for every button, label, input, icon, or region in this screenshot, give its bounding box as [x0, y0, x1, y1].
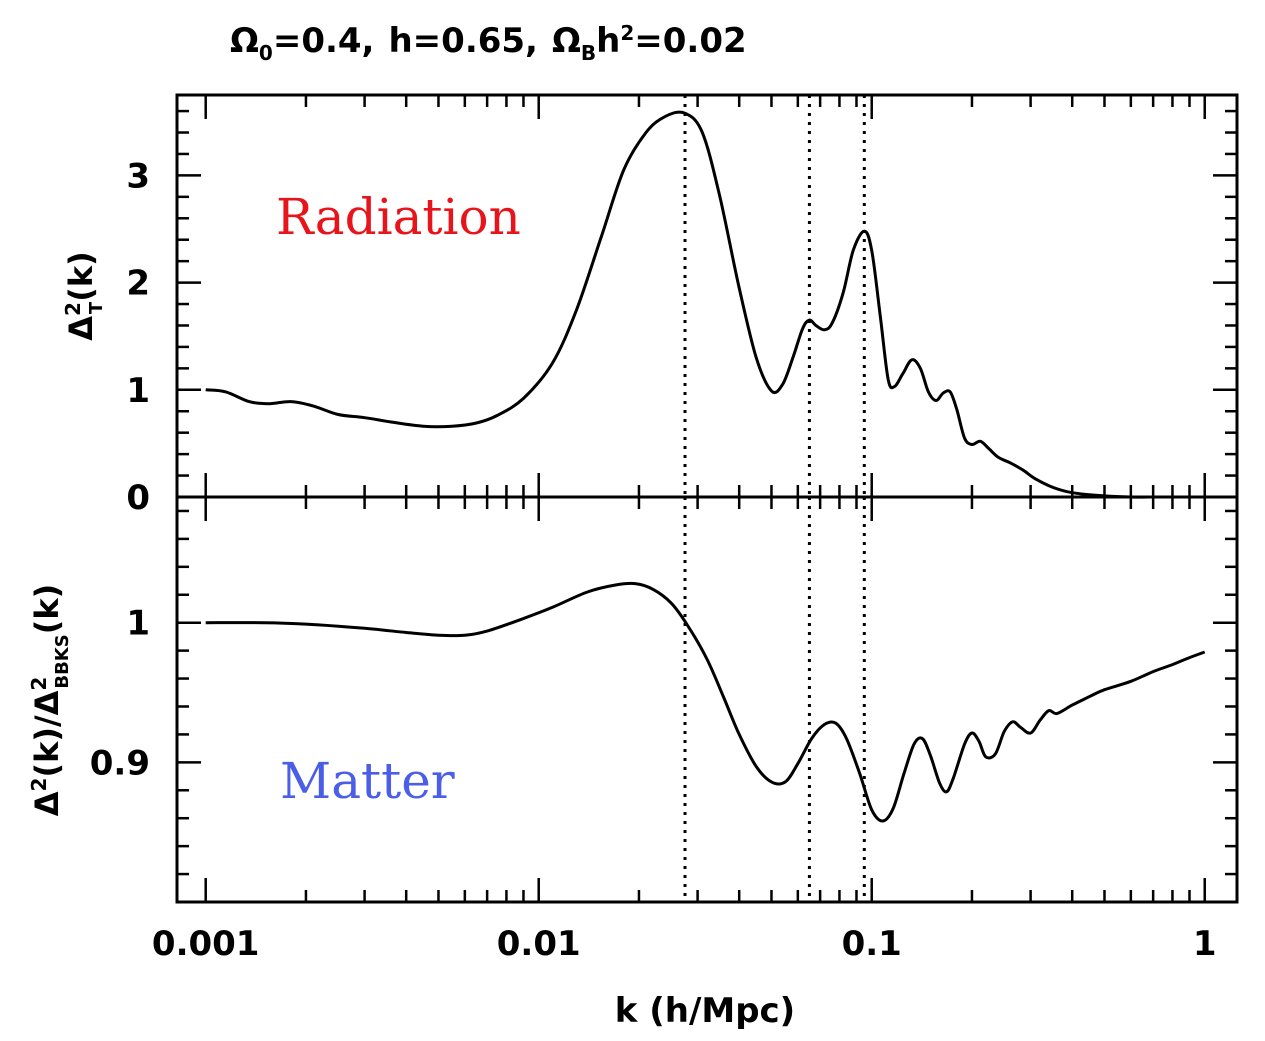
radiation-annotation: Radiation	[276, 188, 521, 246]
radiation-ylabel-sub: T	[86, 301, 107, 314]
radiation-ytick-label: 2	[126, 264, 150, 304]
matter-ylabel: Δ2(k)/Δ2BBKS(k)	[27, 584, 73, 816]
matter-reference-lines	[683, 497, 866, 902]
matter-ticks	[177, 497, 1237, 904]
matter-xtick-labels: 0.001 0.01 0.1 1	[152, 924, 1217, 964]
matter-ylabel-mid: (k)/	[28, 715, 66, 778]
radiation-ylabel-rest: (k)	[62, 251, 100, 302]
matter-ylabel-sup2: 2	[27, 677, 51, 691]
figure-title: Ω0=0.4, h=0.65, ΩBh2=0.02	[230, 21, 747, 65]
radiation-ytick-label: 0	[126, 478, 150, 518]
radiation-ytick-labels: 0 1 2 3	[126, 156, 150, 518]
title-omega0: Ω	[230, 21, 259, 61]
radiation-ytick-label: 3	[126, 156, 150, 196]
matter-ylabel-sup1: 2	[27, 778, 51, 792]
radiation-ylabel: Δ2T(k)	[61, 251, 107, 341]
matter-panel: 0.91 0.001 0.01 0.1 1 Matter Δ2(k)/Δ2BBKS(k…	[27, 495, 1239, 1031]
radiation-curve-group	[205, 110, 1154, 499]
matter-xtick-label: 0.1	[842, 924, 902, 964]
matter-ylabel-delta1: Δ	[28, 791, 66, 816]
title-omega0-value: =0.4,	[273, 21, 375, 61]
matter-ytick-label: 0.9	[90, 743, 150, 783]
title-omegab-sup: 2	[620, 21, 634, 45]
title-omegab-h: h	[596, 21, 620, 61]
radiation-panel-frame	[175, 93, 1239, 499]
matter-xtick-label: 1	[1193, 924, 1217, 964]
title-omegab-value: =0.02	[634, 21, 746, 61]
title-omegab-sub: B	[581, 41, 596, 65]
matter-ylabel-delta2: Δ	[28, 690, 66, 715]
title-omegab: Ω	[552, 21, 581, 61]
matter-curve	[205, 581, 1206, 823]
matter-curve-group	[205, 581, 1206, 823]
radiation-reference-lines	[683, 95, 866, 497]
matter-xtick-label: 0.001	[152, 924, 260, 964]
radiation-curve	[205, 110, 1154, 499]
radiation-ticks	[177, 95, 1237, 499]
matter-ytick-label: 1	[126, 604, 150, 644]
matter-xtick-label: 0.01	[497, 924, 581, 964]
matter-panel-frame	[175, 495, 1239, 904]
x-axis-label: k (h/Mpc)	[615, 991, 795, 1031]
title-omega0-sub: 0	[259, 41, 273, 65]
radiation-ylabel-delta: Δ	[62, 316, 100, 341]
radiation-ylabel-sup: 2	[61, 302, 85, 316]
matter-annotation: Matter	[280, 752, 455, 810]
title-h: h=0.65,	[388, 21, 538, 61]
matter-ylabel-sub2: BBKS	[52, 634, 73, 688]
matter-ylabel-rest: (k)	[28, 584, 66, 635]
matter-ytick-labels: 0.91	[90, 604, 150, 784]
radiation-ytick-label: 1	[126, 371, 150, 411]
